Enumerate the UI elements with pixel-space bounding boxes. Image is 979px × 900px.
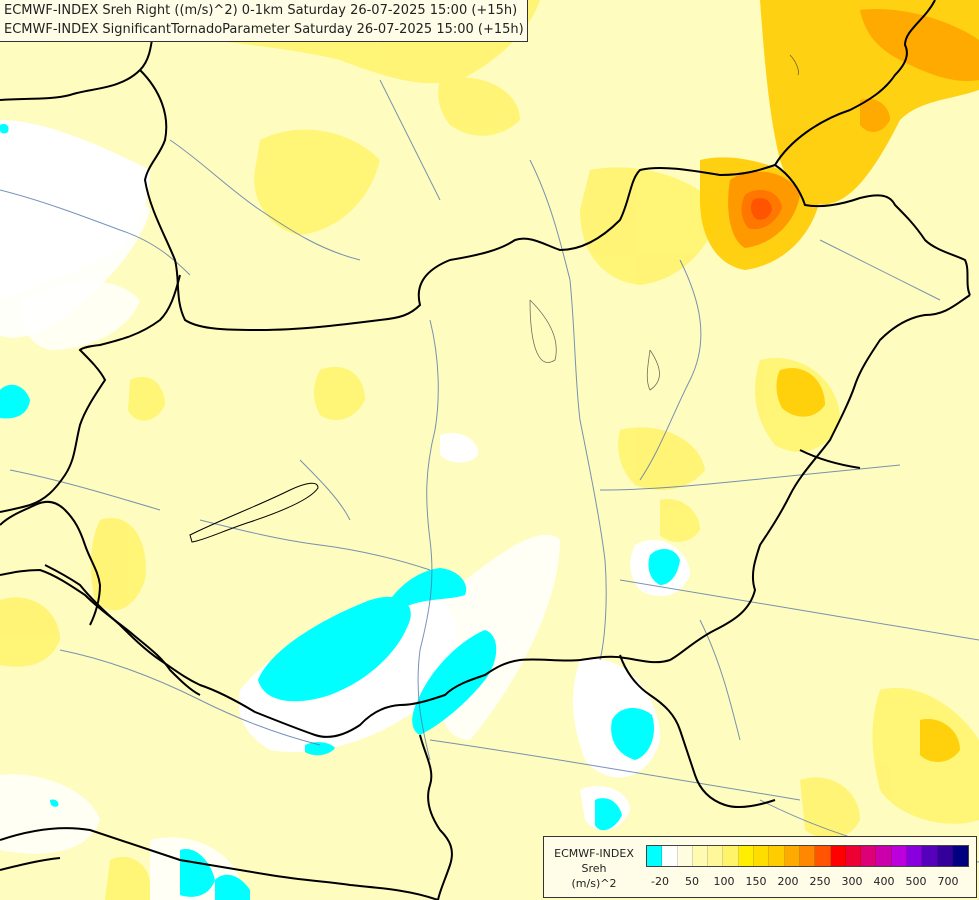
legend-swatch: [708, 846, 724, 866]
legend-swatch: [799, 846, 816, 866]
legend-tick: 50: [685, 875, 699, 888]
legend-swatch: [952, 846, 969, 866]
legend-tick: 100: [713, 875, 735, 888]
legend-tick: 300: [841, 875, 863, 888]
rivers: [0, 79, 979, 863]
legend-swatch: [647, 846, 663, 866]
legend-swatch: [876, 846, 892, 866]
legend-label: ECMWF-INDEX Sreh (m/s)^2: [548, 846, 640, 891]
title-line-2: ECMWF-INDEX SignificantTornadoParameter …: [4, 22, 524, 37]
legend-tick: 700: [937, 875, 959, 888]
legend-tick-labels: -20 50 100 150 200 250 300 400 500 700: [646, 875, 972, 891]
legend-swatch: [922, 846, 938, 866]
legend-swatch: [907, 846, 923, 866]
legend-swatch: [891, 846, 908, 866]
legend-tick: -20: [651, 875, 669, 888]
legend-label-param: Sreh: [581, 862, 607, 875]
admin-lines: [529, 54, 799, 391]
legend-label-source: ECMWF-INDEX: [554, 847, 634, 860]
lake-outline: [189, 482, 319, 543]
title-line-1: ECMWF-INDEX Sreh Right ((m/s)^2) 0-1km S…: [4, 3, 518, 18]
legend-tick: 150: [745, 875, 767, 888]
legend-label-unit: (m/s)^2: [571, 877, 617, 890]
legend-tick: 400: [873, 875, 895, 888]
legend-color-scale: [646, 845, 970, 867]
color-legend: ECMWF-INDEX Sreh (m/s)^2 -20 50 100 150 200 2…: [543, 836, 977, 898]
legend-swatch: [784, 846, 800, 866]
legend-swatch: [662, 846, 678, 866]
legend-swatch: [754, 846, 770, 866]
peak-regions: [728, 9, 979, 248]
legend-swatch: [861, 846, 877, 866]
negative-regions: [0, 123, 680, 900]
legend-tick: 200: [777, 875, 799, 888]
legend-swatch: [723, 846, 739, 866]
legend-tick: 250: [809, 875, 831, 888]
map-title: ECMWF-INDEX Sreh Right ((m/s)^2) 0-1km S…: [0, 0, 528, 42]
legend-swatch: [769, 846, 785, 866]
legend-swatch: [677, 846, 693, 866]
legend-swatch: [845, 846, 862, 866]
legend-swatch: [815, 846, 831, 866]
legend-swatch: [738, 846, 755, 866]
legend-swatch: [937, 846, 953, 866]
legend-swatch: [692, 846, 709, 866]
legend-swatch: [830, 846, 846, 866]
legend-tick: 500: [905, 875, 927, 888]
